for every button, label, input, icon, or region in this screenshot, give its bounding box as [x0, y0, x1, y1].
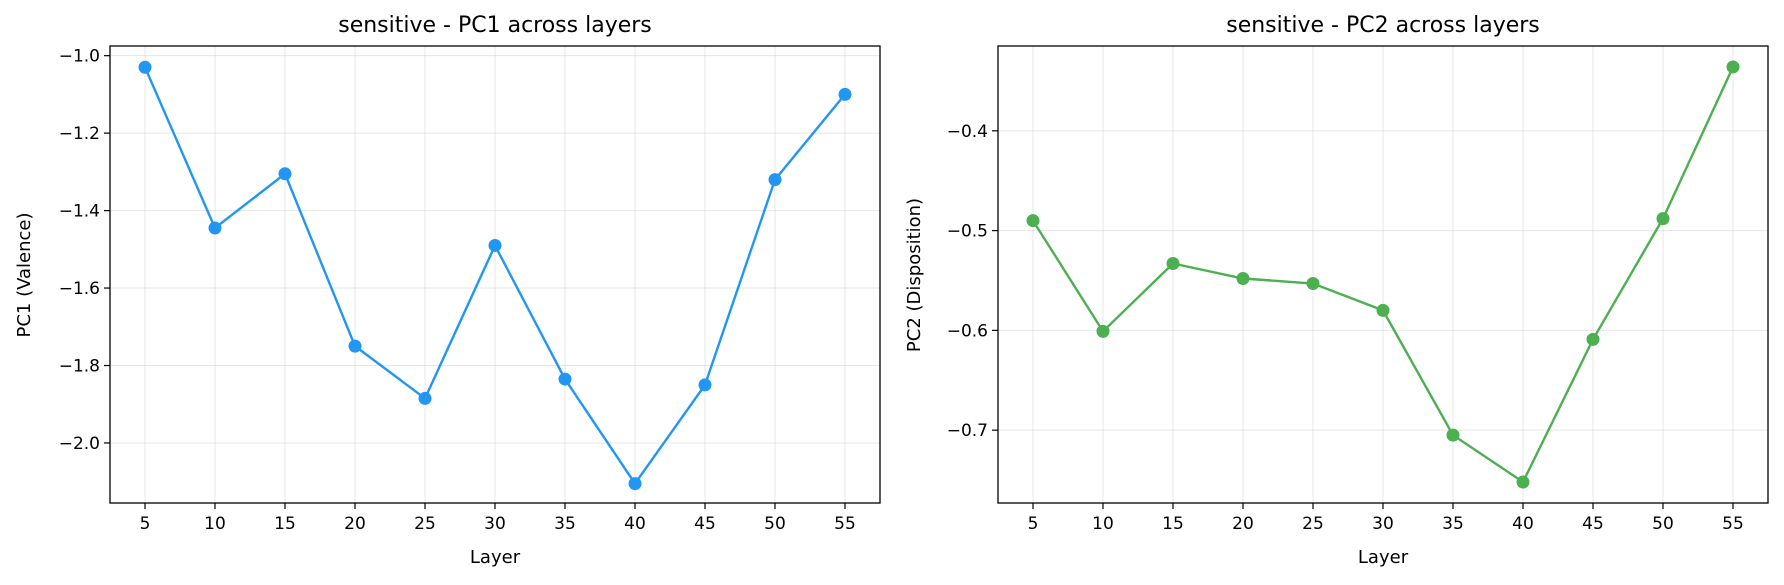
pc2-data-point — [1586, 332, 1600, 346]
pc2-data-point — [1376, 303, 1390, 317]
pc2-x-tick-label: 30 — [1372, 514, 1394, 534]
pc1-data-point — [768, 173, 782, 187]
pc1-y-tick-label: −1.8 — [59, 357, 100, 377]
pc1-x-tick-label: 10 — [204, 514, 226, 534]
pc2-x-axis-label: Layer — [1358, 547, 1409, 568]
pc1-x-tick-label: 55 — [834, 514, 856, 534]
pc1-chart-title: sensitive - PC1 across layers — [338, 13, 652, 38]
pc1-x-tick-label: 30 — [484, 514, 506, 534]
pc1-x-axis-label: Layer — [470, 547, 521, 568]
pc1-chart: sensitive - PC1 across layers 5 10 15 20 25 3… — [14, 13, 881, 568]
pc2-data-point — [1446, 428, 1460, 442]
pc2-x-tick-label: 10 — [1092, 514, 1114, 534]
pc2-x-tick-label: 55 — [1722, 514, 1744, 534]
pc2-x-tick-label: 40 — [1512, 514, 1534, 534]
pc2-data-point — [1656, 212, 1670, 226]
pc2-chart-title: sensitive - PC2 across layers — [1226, 13, 1540, 38]
pc1-data-point — [698, 378, 712, 392]
pc1-data-point — [208, 221, 222, 235]
pc1-x-tick-label: 50 — [764, 514, 786, 534]
pc1-y-tick-label: −1.2 — [59, 124, 100, 144]
pc1-data-point — [488, 238, 502, 252]
pc2-data-point — [1026, 214, 1040, 228]
pc2-y-axis-label: PC2 (Disposition) — [904, 198, 925, 352]
pc1-data-point — [278, 167, 292, 181]
pc2-x-tick-label: 5 — [1028, 514, 1039, 534]
pc1-data-point — [418, 391, 432, 405]
pc2-data-point — [1726, 60, 1740, 74]
pc1-y-tick-label: −1.6 — [59, 279, 100, 299]
pc1-x-tick-label: 45 — [694, 514, 716, 534]
pc1-x-tick-label: 15 — [274, 514, 296, 534]
pc1-x-tick-label: 5 — [140, 514, 151, 534]
pc2-x-tick-label: 50 — [1652, 514, 1674, 534]
pc2-y-tick-label: −0.6 — [947, 321, 988, 341]
pc1-data-point — [558, 372, 572, 386]
pc2-y-tick-label: −0.5 — [947, 222, 988, 242]
pc1-y-tick-label: −1.0 — [59, 47, 100, 67]
pc1-x-tick-label: 25 — [414, 514, 436, 534]
pc2-data-point — [1166, 257, 1180, 271]
pc2-x-tick-label: 15 — [1162, 514, 1184, 534]
pc1-x-tick-label: 35 — [554, 514, 576, 534]
pc2-x-tick-label: 20 — [1232, 514, 1254, 534]
pc2-x-tick-label: 45 — [1582, 514, 1604, 534]
pc1-y-tick-label: −2.0 — [59, 434, 100, 454]
pc1-x-tick-label: 20 — [344, 514, 366, 534]
pc2-y-tick-label: −0.7 — [947, 421, 988, 441]
pc2-y-tick-label: −0.4 — [947, 122, 988, 142]
pc1-data-point — [628, 477, 642, 491]
pc2-data-point — [1236, 271, 1250, 285]
pc2-data-point — [1306, 276, 1320, 290]
pc1-data-point — [138, 60, 152, 74]
pc2-data-point — [1096, 324, 1110, 338]
pc1-y-axis-label: PC1 (Valence) — [14, 212, 35, 337]
pc1-data-point — [838, 87, 852, 101]
pc2-chart: sensitive - PC2 across layers 5 10 15 20 25 3… — [904, 13, 1769, 568]
pc2-x-tick-label: 35 — [1442, 514, 1464, 534]
pc1-x-tick-label: 40 — [624, 514, 646, 534]
pc2-data-point — [1516, 475, 1530, 489]
pc1-y-tick-label: −1.4 — [59, 202, 100, 222]
pc2-x-tick-label: 25 — [1302, 514, 1324, 534]
pc1-data-point — [348, 339, 362, 353]
